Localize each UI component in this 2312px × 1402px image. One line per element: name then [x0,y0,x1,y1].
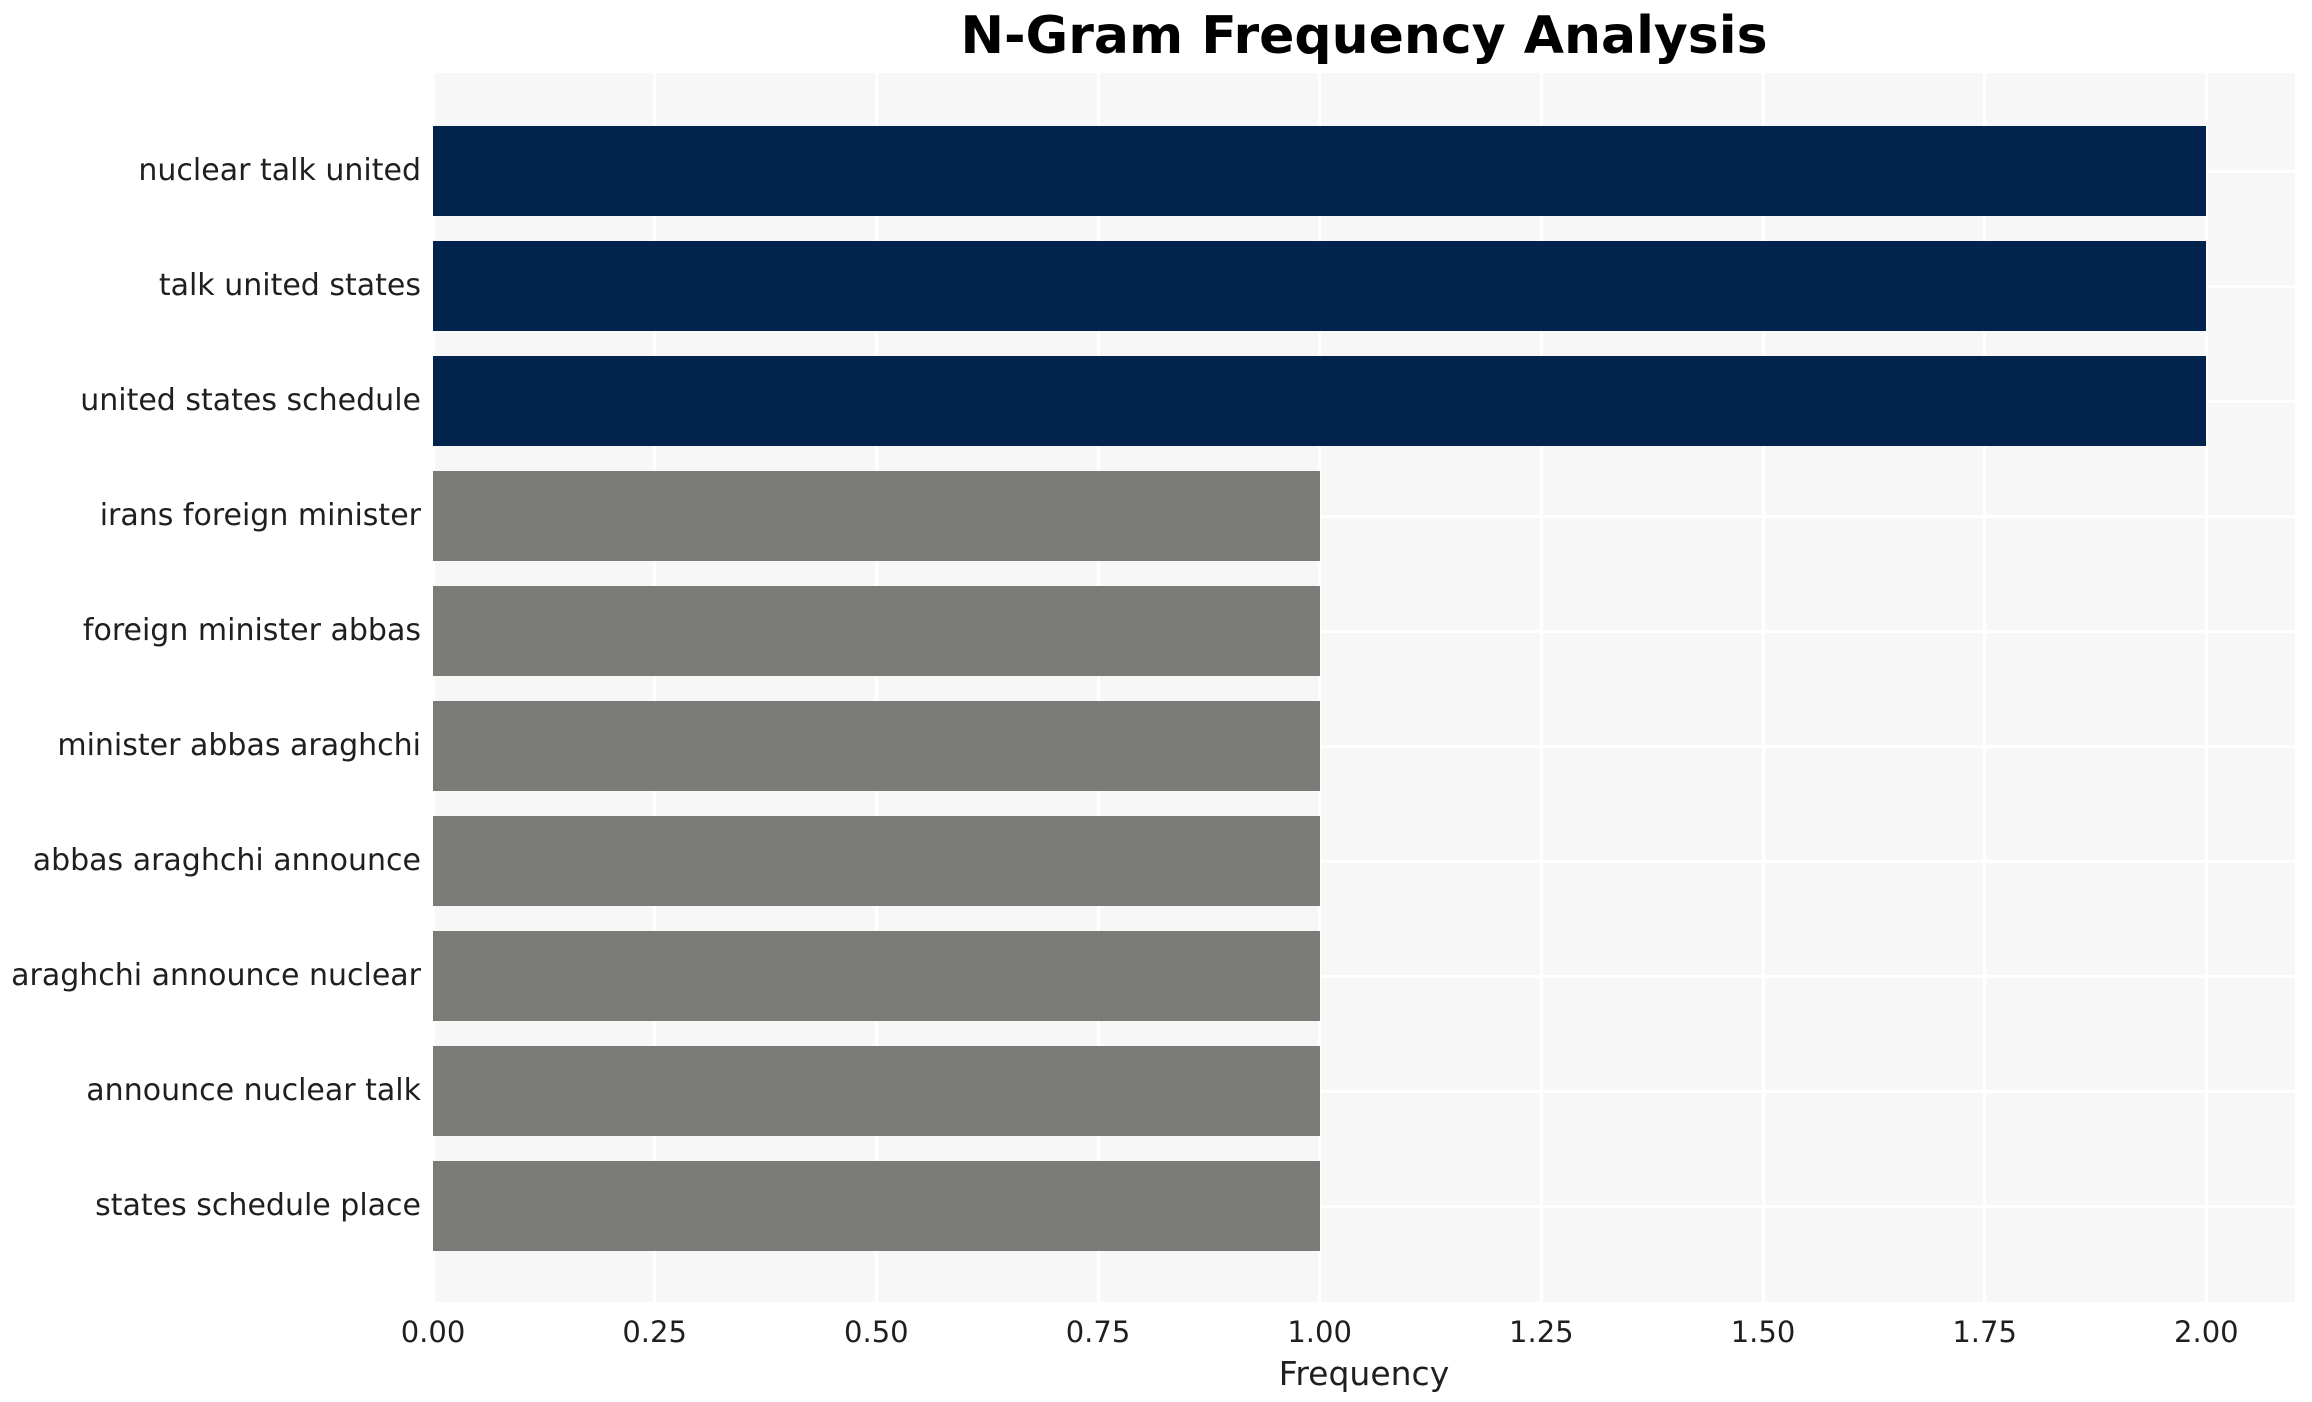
x-gridline [1539,73,1543,1302]
x-gridline [1096,73,1100,1302]
y-tick-label: araghchi announce nuclear [11,958,421,993]
x-tick-label: 1.75 [1952,1315,2017,1349]
bar [433,356,2207,446]
y-tick-label: abbas araghchi announce [32,843,421,878]
y-tick-label: irans foreign minister [99,498,421,533]
plot-area [431,73,2295,1302]
x-tick-label: 0.75 [1065,1315,1131,1349]
y-gridline [433,1204,2295,1208]
y-gridline [433,859,2295,863]
y-tick-label: nuclear talk united [138,153,421,188]
x-gridline [2204,73,2208,1302]
bar [433,1046,1320,1136]
x-gridline [1983,73,1987,1302]
x-axis-title: Frequency [1278,1354,1450,1393]
y-gridline [433,744,2295,748]
y-gridline [433,974,2295,978]
bar [433,471,1320,561]
y-gridline [433,514,2295,518]
bar [433,701,1320,791]
bar [433,1161,1320,1251]
x-gridline [653,73,657,1302]
x-tick-label: 0.00 [400,1315,466,1349]
y-tick-label: united states schedule [80,383,421,418]
chart-title: N-Gram Frequency Analysis [960,6,1768,66]
x-tick-label: 1.25 [1509,1315,1574,1349]
y-tick-label: talk united states [158,268,421,303]
y-tick-label: announce nuclear talk [86,1073,421,1108]
y-gridline [433,629,2295,633]
bar [433,816,1320,906]
x-tick-label: 1.00 [1287,1315,1352,1349]
bar [433,586,1320,676]
x-gridline [1318,73,1322,1302]
y-gridline [433,1089,2295,1093]
x-gridline [874,73,878,1302]
x-gridline [431,73,435,1302]
bar [433,126,2207,216]
y-tick-label: foreign minister abbas [82,613,421,648]
x-tick-label: 0.50 [844,1315,909,1349]
y-tick-label: states schedule place [95,1188,421,1223]
x-tick-label: 2.00 [2174,1315,2239,1349]
x-tick-label: 0.25 [622,1315,687,1349]
x-tick-label: 1.50 [1730,1315,1796,1349]
y-tick-label: minister abbas araghchi [57,728,421,763]
bar [433,241,2207,331]
x-gridline [1761,73,1765,1302]
bar [433,931,1320,1021]
